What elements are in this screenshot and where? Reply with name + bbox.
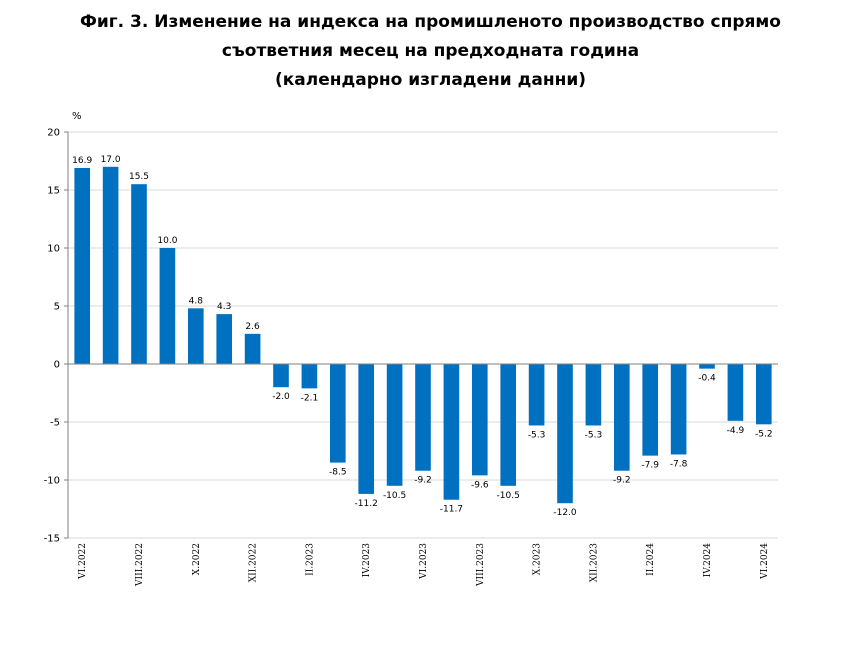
data-labels: 16.9 17.0 15.5 10.0 4.8 4.3 2.6 -2.0 -2.1 -8.5 -11… [72, 155, 772, 518]
x-tick-label: XII.2023 [589, 543, 599, 583]
bar-X.2022 [187, 308, 204, 364]
bar-X.2023 [528, 364, 545, 426]
data-label: 10.0 [157, 236, 177, 246]
data-label: 4.3 [217, 302, 231, 312]
data-label: 2.6 [245, 322, 260, 332]
bar-VI.2024 [755, 364, 772, 425]
bar-XII.2023 [585, 364, 602, 426]
bar-V.2024 [727, 364, 744, 421]
bar-VIII.2022 [131, 184, 147, 364]
x-tick-labels: VI.2022 VIII.2022 X.2022 XII.2022 II.2023 IV.… [78, 543, 770, 587]
bar-VIII.2023 [471, 364, 488, 476]
bar-VII.2023 [443, 364, 460, 500]
data-label: -7.8 [670, 459, 688, 469]
y-tick-labels: 20 15 10 5 0 -5 -10 -15 [44, 128, 68, 545]
data-label: -9.6 [471, 480, 489, 490]
bar-IV.2024 [699, 364, 715, 369]
title-line-1: Фиг. 3. Изменение на индекса на промишле… [80, 12, 781, 32]
data-label: -11.2 [355, 499, 378, 509]
y-axis-unit-label: % [72, 111, 82, 122]
data-label: -5.3 [585, 430, 603, 440]
data-label: -9.2 [414, 476, 432, 486]
y-tick-label: -10 [44, 476, 60, 487]
data-label: 15.5 [129, 172, 149, 182]
bar-VII.2022 [102, 166, 119, 364]
data-label: -0.4 [698, 374, 716, 384]
bar-XI.2022 [216, 314, 233, 364]
bar-VI.2023 [415, 364, 431, 471]
bar-I.2024 [613, 364, 630, 471]
y-tick-label: -5 [50, 418, 60, 429]
y-tick-label: 5 [54, 302, 60, 313]
bar-IX.2022 [159, 248, 176, 364]
data-label: -2.1 [301, 393, 319, 403]
data-label: -5.3 [528, 430, 546, 440]
data-label: -9.2 [613, 476, 631, 486]
data-label: -10.5 [497, 491, 520, 501]
title-line-3: (календарно изгладени данни) [274, 70, 587, 90]
x-tick-label: IV.2024 [703, 543, 713, 578]
data-label: -7.9 [641, 461, 659, 471]
bar-II.2024 [642, 364, 659, 456]
bar-V.2023 [386, 364, 403, 486]
gridlines [68, 131, 778, 539]
bar-III.2023 [329, 364, 346, 463]
y-tick-label: 20 [47, 128, 60, 139]
bar-XII.2022 [244, 333, 261, 364]
x-tick-label: VIII.2023 [476, 543, 486, 587]
bars [74, 166, 772, 504]
y-tick-label: 0 [54, 360, 60, 371]
title-line-2: съответния месец на предходната година [221, 41, 640, 61]
data-label: -10.5 [383, 491, 406, 501]
bar-I.2023 [273, 364, 289, 388]
data-label: 4.8 [189, 296, 204, 306]
data-label: -5.2 [755, 429, 773, 439]
y-tick-label: -15 [44, 534, 60, 545]
x-tick-label: II.2023 [305, 543, 315, 576]
data-label: -2.0 [272, 392, 290, 402]
bar-XI.2023 [557, 364, 573, 504]
data-label: 16.9 [72, 156, 92, 166]
x-tick-label: X.2022 [192, 543, 202, 575]
chart-title: Фиг. 3. Изменение на индекса на промишле… [0, 8, 861, 95]
data-label: 17.0 [101, 155, 121, 165]
x-tick-label: VIII.2022 [135, 543, 145, 587]
x-tick-label: X.2023 [533, 543, 543, 575]
data-label: -11.7 [440, 505, 463, 515]
y-tick-label: 15 [47, 186, 60, 197]
data-label: -8.5 [329, 468, 347, 478]
bar-IV.2023 [358, 364, 375, 494]
bar-II.2023 [301, 364, 318, 389]
x-tick-label: VI.2024 [760, 543, 770, 580]
x-tick-label: XII.2022 [249, 543, 259, 582]
bar-III.2024 [670, 364, 687, 455]
y-tick-label: 10 [47, 244, 60, 255]
bar-VI.2022 [74, 167, 91, 364]
x-tick-label: VI.2022 [78, 543, 88, 580]
x-tick-label: IV.2023 [362, 543, 372, 578]
bar-IX.2023 [500, 364, 517, 486]
x-tick-label: II.2024 [646, 543, 656, 576]
data-label: -12.0 [553, 508, 577, 518]
x-tick-label: VI.2023 [419, 543, 429, 580]
axes [67, 132, 778, 538]
data-label: -4.9 [727, 426, 745, 436]
